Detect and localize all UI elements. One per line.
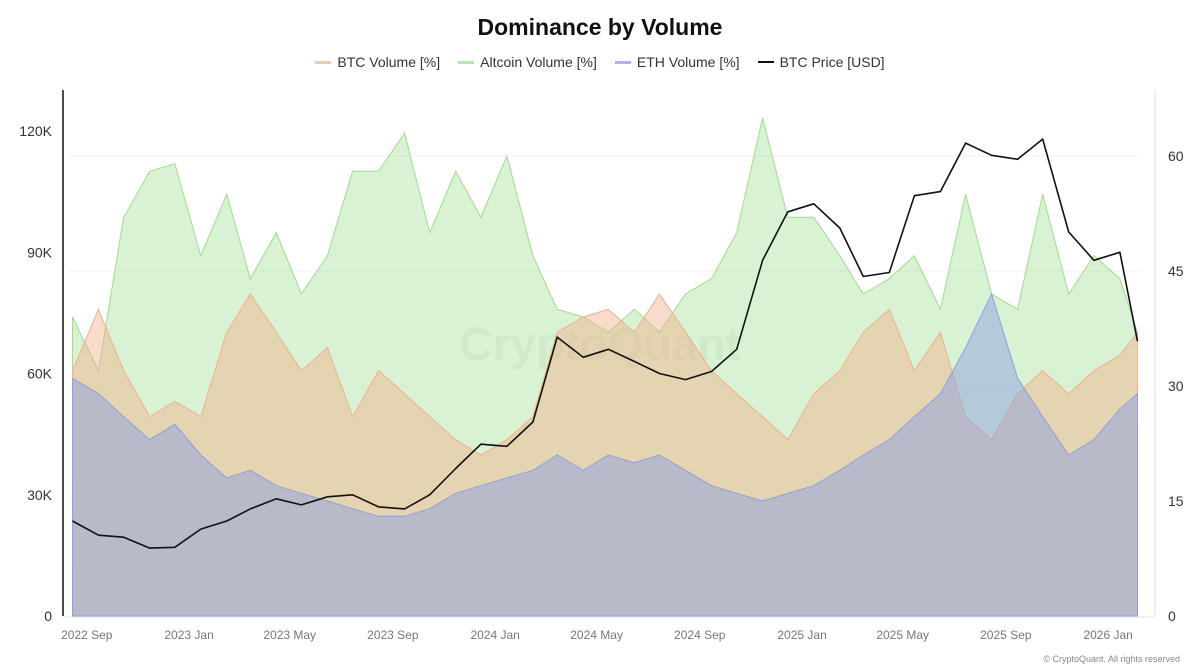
x-tick-label: 2025 May: [876, 628, 929, 642]
legend-swatch: [614, 60, 631, 64]
copyright-footer: © CryptoQuant. All rights reserved: [1043, 654, 1180, 664]
x-tick-label: 2026 Jan: [1083, 628, 1132, 642]
legend-item-eth-volume[interactable]: ETH Volume [%]: [614, 54, 740, 70]
y-left-tick-label: 90K: [27, 244, 53, 260]
x-tick-label: 2024 May: [570, 628, 623, 642]
y-left-tick-label: 120K: [19, 123, 52, 139]
y-right-tick-label: 0: [1168, 608, 1176, 624]
legend-label: ETH Volume [%]: [636, 54, 740, 70]
y-left-tick-label: 30K: [27, 487, 53, 503]
x-tick-label: 2024 Jan: [470, 628, 519, 642]
legend: BTC Volume [%] Altcoin Volume [%] ETH Vo…: [0, 54, 1200, 70]
area-series-eth-volume: [71, 292, 1139, 617]
legend-swatch: [757, 61, 774, 63]
y-right-tick-label: 45: [1168, 263, 1184, 279]
y-left-tick-label: 0: [44, 608, 52, 624]
line-series-btc-price: [72, 138, 1139, 549]
legend-item-btc-price[interactable]: BTC Price [USD]: [757, 54, 885, 70]
x-tick-label: 2025 Sep: [980, 628, 1032, 642]
x-tick-label: 2024 Sep: [674, 628, 726, 642]
legend-item-btc-volume[interactable]: BTC Volume [%]: [315, 54, 440, 70]
x-tick-label: 2023 Sep: [367, 628, 419, 642]
chart-title: Dominance by Volume: [477, 14, 723, 40]
legend-swatch: [458, 60, 475, 64]
x-tick-label: 2023 May: [263, 628, 316, 642]
y-left-tick-label: 60K: [27, 366, 53, 382]
x-tick-label: 2023 Jan: [164, 628, 213, 642]
legend-label: BTC Volume [%]: [337, 54, 441, 70]
x-tick-label: 2025 Jan: [777, 628, 826, 642]
legend-item-altcoin-volume[interactable]: Altcoin Volume [%]: [458, 54, 597, 70]
legend-label: BTC Price [USD]: [779, 54, 885, 70]
legend-label: Altcoin Volume [%]: [480, 54, 597, 70]
legend-swatch: [315, 60, 332, 64]
y-right-tick-label: 60: [1168, 148, 1184, 164]
y-right-tick-label: 30: [1168, 378, 1184, 394]
x-tick-label: 2022 Sep: [61, 628, 113, 642]
y-right-tick-label: 15: [1168, 493, 1184, 509]
